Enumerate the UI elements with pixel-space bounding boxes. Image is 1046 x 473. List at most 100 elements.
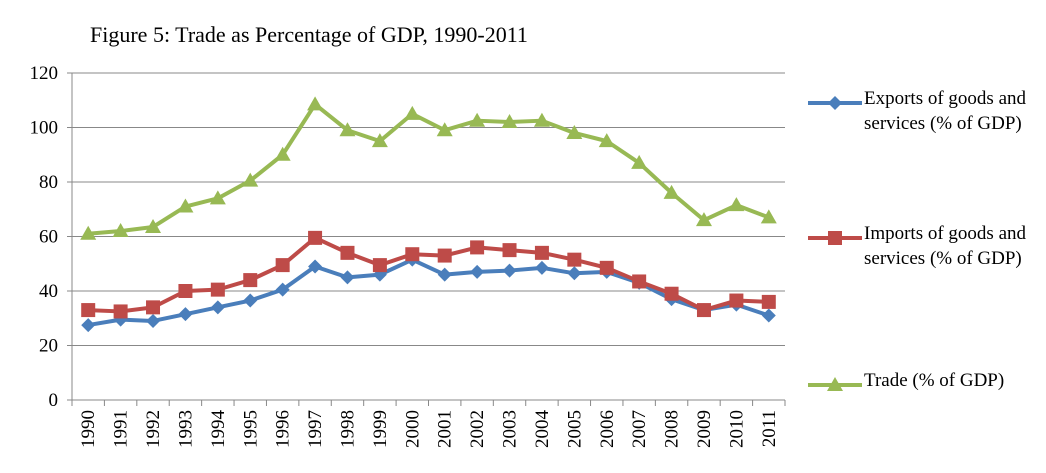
marker (274, 146, 291, 161)
x-tick-label: 2004 (532, 410, 553, 449)
marker (340, 270, 355, 285)
marker (178, 284, 193, 298)
y-tick-label: 100 (30, 118, 59, 139)
legend-entry: Imports of goods and services (% of GDP) (864, 223, 1027, 269)
marker (177, 198, 194, 213)
marker (437, 248, 452, 263)
marker (307, 96, 324, 111)
y-tick-label: 120 (30, 63, 59, 84)
marker (275, 258, 290, 273)
marker (631, 154, 648, 169)
marker (405, 247, 420, 262)
marker (145, 218, 162, 233)
marker (761, 308, 776, 323)
legend-entry: Trade (% of GDP) (864, 370, 1005, 391)
marker (533, 112, 550, 127)
x-tick-label: 2001 (435, 410, 456, 448)
marker (566, 124, 583, 139)
x-tick-label: 2005 (564, 410, 585, 448)
marker (243, 293, 258, 308)
marker (81, 303, 96, 318)
marker (501, 114, 518, 129)
x-tick-label: 2002 (467, 410, 488, 448)
marker (371, 133, 388, 148)
marker (760, 209, 777, 224)
marker (340, 245, 355, 260)
legend-label: Imports of goods and services (% of GDP) (864, 223, 1027, 269)
marker (308, 259, 323, 274)
marker (275, 282, 290, 297)
x-tick-label: 1995 (240, 410, 261, 448)
marker (470, 264, 485, 279)
y-tick-label: 40 (39, 281, 58, 302)
legend-label: Exports of goods and services (% of GDP) (864, 88, 1027, 134)
marker (80, 225, 97, 240)
x-tick-label: 1990 (78, 410, 99, 448)
marker (470, 240, 485, 255)
marker (339, 122, 356, 137)
marker (113, 304, 128, 319)
marker (112, 223, 129, 238)
marker (664, 286, 679, 301)
marker (567, 266, 582, 281)
x-tick-label: 1999 (370, 410, 391, 448)
legend-entry: Exports of goods and services (% of GDP) (864, 88, 1027, 134)
marker (827, 377, 843, 391)
x-tick-label: 2007 (629, 410, 650, 448)
x-tick-label: 1992 (143, 410, 164, 448)
marker (243, 273, 258, 288)
x-tick-label: 1993 (175, 410, 196, 448)
marker (632, 274, 647, 289)
x-tick-label: 2011 (759, 410, 780, 447)
x-tick-label: 1997 (305, 410, 326, 448)
marker (146, 300, 161, 315)
x-tick-label: 1994 (208, 410, 229, 449)
marker (828, 231, 842, 245)
x-tick-label: 2003 (500, 410, 521, 448)
marker (761, 294, 776, 309)
x-tick-label: 2000 (402, 410, 423, 448)
series-line (87, 257, 770, 328)
marker (210, 282, 225, 297)
marker (828, 96, 842, 110)
marker (469, 112, 486, 127)
x-tick-label: 1996 (273, 410, 294, 448)
marker (502, 243, 517, 258)
marker (178, 307, 193, 322)
marker (146, 313, 161, 328)
marker (242, 172, 259, 187)
x-tick-label: 2009 (694, 410, 715, 448)
marker (696, 303, 711, 318)
marker (308, 230, 323, 245)
y-tick-label: 20 (39, 336, 58, 357)
marker (502, 263, 517, 278)
series-line (88, 235, 769, 314)
marker (209, 190, 226, 205)
marker (567, 252, 582, 267)
x-tick-label: 2010 (726, 410, 747, 448)
series-line (88, 102, 770, 236)
marker (599, 260, 614, 275)
marker (534, 260, 549, 275)
marker (81, 318, 96, 333)
marker (598, 133, 615, 148)
marker (534, 245, 549, 260)
chart-title: Figure 5: Trade as Percentage of GDP, 19… (90, 22, 528, 47)
x-tick-label: 1991 (111, 410, 132, 448)
marker (437, 267, 452, 282)
legend-label: Trade (% of GDP) (864, 370, 1005, 391)
y-tick-label: 80 (39, 172, 58, 193)
marker (404, 105, 421, 120)
marker (695, 212, 712, 227)
x-tick-label: 2008 (662, 410, 683, 448)
y-tick-label: 0 (49, 390, 59, 411)
y-tick-label: 60 (39, 227, 58, 248)
x-tick-label: 2006 (597, 410, 618, 448)
marker (663, 184, 680, 199)
marker (729, 293, 744, 308)
marker (436, 122, 453, 137)
marker (210, 300, 225, 315)
marker (372, 258, 387, 273)
marker (728, 197, 745, 212)
